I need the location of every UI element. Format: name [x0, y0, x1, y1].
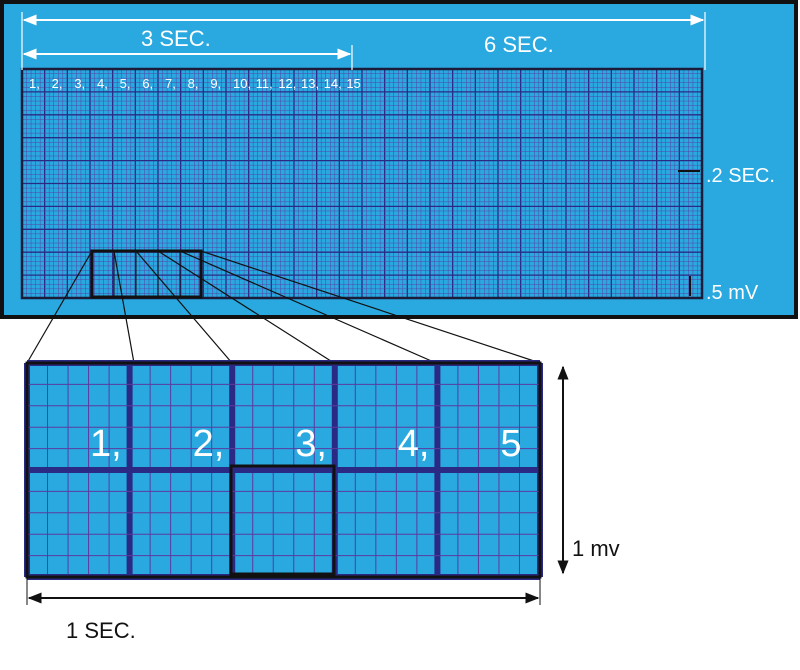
strip-box-number: 1,	[29, 76, 40, 91]
three-second-label: 3 SEC.	[141, 26, 211, 51]
zoom-box-number: 4,	[398, 423, 430, 465]
strip-box-number: 3,	[74, 76, 85, 91]
zoom-border	[25, 361, 542, 579]
zoom-source-box	[90, 249, 203, 299]
zoom-box-numbers: 1, 2, 3, 4, 5	[90, 423, 522, 465]
strip-box-number: 9,	[210, 76, 221, 91]
ecg-strip-panel: 6 SEC. 3 SEC. 1, 2, 3, 4, 5, 6, 7, 8, 9, 10, 11, 12…	[0, 0, 798, 319]
zoom-box-number: 3,	[295, 423, 327, 465]
zoom-box-number: 1,	[90, 423, 122, 465]
zoom-connector-lines	[26, 250, 541, 364]
zoom-box-number: 2,	[193, 423, 225, 465]
strip-box-number: 2,	[52, 76, 63, 91]
strip-box-number: 11,	[256, 76, 273, 91]
zoom-highlight-box	[229, 464, 336, 576]
one-millivolt-label: 1 mv	[572, 536, 620, 561]
strip-box-numbers: 1, 2, 3, 4, 5, 6, 7, 8, 9, 10, 11, 12, 13, 14, 15	[29, 76, 361, 91]
one-second-label: 1 SEC.	[66, 618, 136, 643]
zoom-box-number: 5	[500, 423, 521, 465]
zoom-source-dividers	[113, 251, 181, 297]
strip-box-number: 12,	[278, 76, 296, 91]
strip-box-number: 4,	[97, 76, 108, 91]
half-millivolt-label: .5 mV	[706, 282, 759, 304]
point-two-second-label: .2 SEC.	[706, 165, 775, 187]
strip-box-number: 14,	[324, 76, 342, 91]
strip-box-number: 13,	[301, 76, 319, 91]
strip-box-number: 10,	[233, 76, 251, 91]
strip-box-number: 15	[346, 76, 360, 91]
strip-box-number: 7,	[165, 76, 176, 91]
zoom-panel: 1, 2, 3, 4, 5	[24, 360, 543, 580]
strip-box-number: 8,	[188, 76, 199, 91]
strip-background	[0, 0, 798, 319]
strip-box-number: 5,	[120, 76, 131, 91]
six-second-label: 6 SEC.	[484, 32, 554, 57]
strip-box-number: 6,	[142, 76, 153, 91]
strip-grid	[21, 68, 703, 299]
strip-grid-border	[20, 67, 704, 300]
